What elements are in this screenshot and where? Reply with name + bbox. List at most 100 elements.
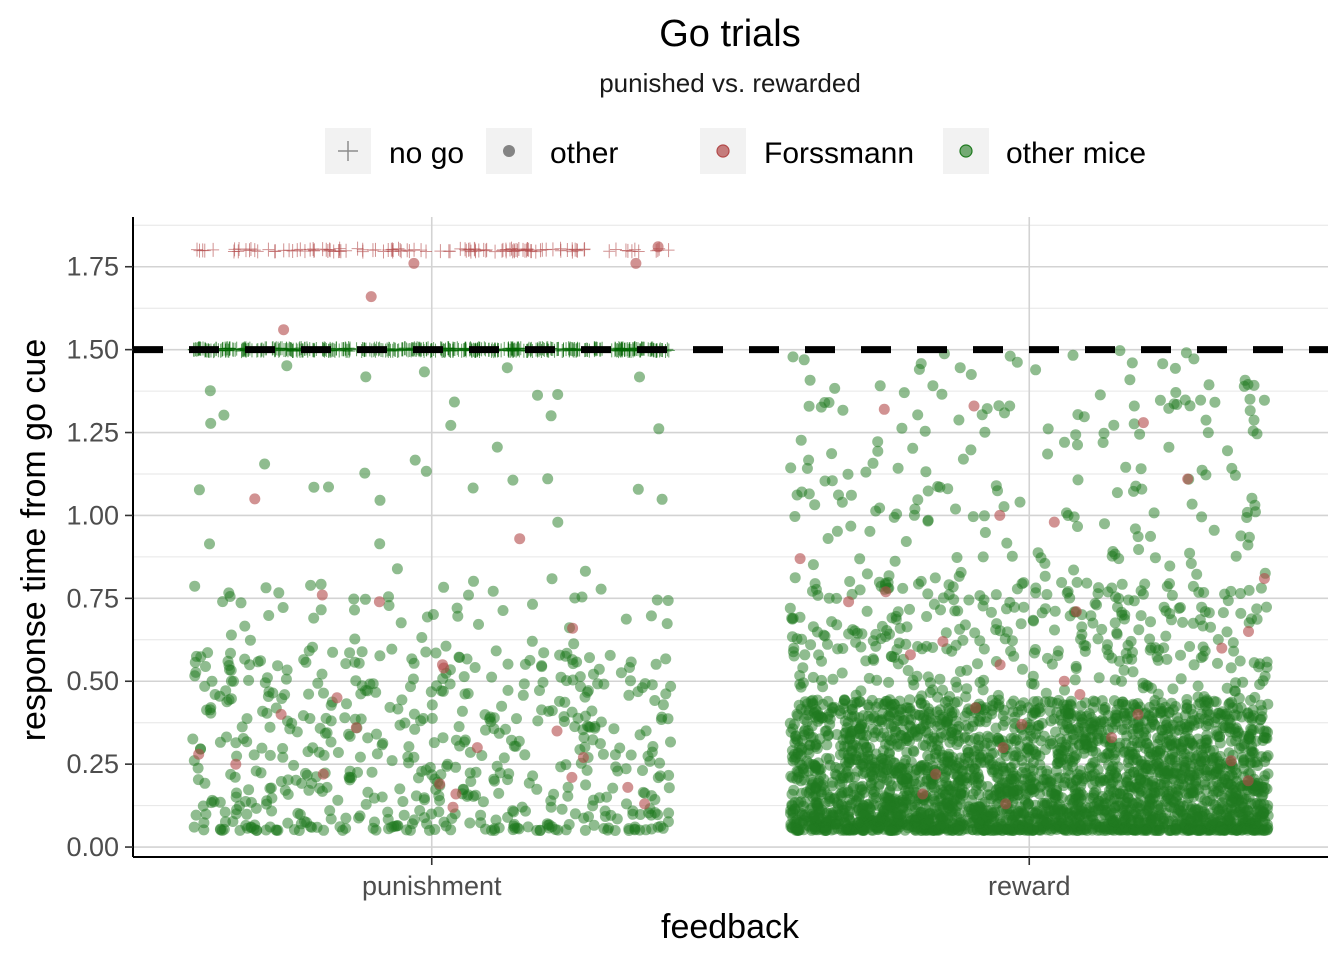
other-mice-point: [816, 712, 828, 724]
other-mice-point: [343, 771, 355, 783]
other-mice-point: [861, 799, 873, 811]
other-mice-point: [859, 766, 871, 778]
other-mice-point: [569, 721, 581, 733]
other-mice-point: [625, 675, 636, 687]
other-mice-point: [199, 680, 211, 692]
other-mice-point: [409, 723, 421, 735]
other-mice-point: [662, 816, 674, 828]
other-mice-point: [850, 636, 862, 648]
other-mice-point: [654, 770, 666, 782]
other-mice-point: [1110, 816, 1122, 828]
other-mice-point: [588, 819, 600, 831]
other-mice-point: [280, 673, 292, 685]
other-mice-point: [239, 653, 251, 665]
other-mice-point: [527, 598, 538, 610]
other-mice-point: [1123, 594, 1134, 606]
no-go-point: [616, 342, 629, 357]
other-mice-point: [494, 767, 506, 779]
other-mice-point: [1131, 754, 1143, 766]
other-mice-swatch-icon: [959, 144, 973, 158]
other-mice-point: [820, 821, 831, 833]
other-mice-point: [277, 751, 289, 763]
x-axis-title: feedback: [661, 908, 800, 946]
no-go-point: [534, 243, 547, 258]
other-mice-point: [646, 679, 658, 691]
other-mice-point: [812, 800, 824, 812]
other-mice-point: [424, 824, 435, 836]
no-go-point: [408, 242, 421, 257]
other-mice-point: [501, 362, 513, 374]
other-mice-point: [1166, 589, 1178, 601]
other-mice-point: [916, 690, 928, 702]
other-mice-point: [953, 414, 965, 426]
other-mice-point: [928, 794, 940, 805]
other-mice-point: [1184, 735, 1196, 747]
other-mice-point: [794, 741, 806, 753]
other-mice-point: [1124, 374, 1136, 386]
other-mice-point: [1235, 588, 1246, 599]
other-mice-point: [1188, 353, 1200, 365]
other-mice-point: [518, 678, 530, 690]
other-mice-point: [558, 711, 570, 723]
no-go-point: [278, 343, 290, 358]
other-mice-point: [1169, 362, 1181, 374]
other-mice-point: [978, 510, 990, 522]
other-mice-point: [1044, 781, 1056, 793]
other-mice-point: [803, 400, 815, 412]
other-mice-point: [1109, 674, 1121, 686]
other-mice-point: [1221, 626, 1233, 638]
other-mice-point: [992, 782, 1004, 794]
other-mice-point: [997, 710, 1009, 722]
other-mice-point: [272, 660, 284, 672]
other-mice-point: [821, 725, 832, 737]
other-mice-point: [489, 825, 501, 836]
other-mice-point: [1222, 778, 1234, 789]
other-mice-point: [1243, 531, 1255, 543]
no-go-point: [472, 243, 485, 258]
other-mice-point: [1254, 714, 1266, 726]
other-mice-point: [1163, 402, 1175, 414]
other-mice-point: [1140, 679, 1152, 691]
other-mice-point: [1245, 728, 1257, 740]
forssmann-point: [997, 742, 1009, 754]
other-mice-point: [649, 794, 661, 805]
other-mice-point: [479, 709, 491, 721]
other-mice-point: [855, 721, 867, 733]
other-mice-point: [502, 684, 514, 696]
other-mice-point: [1145, 721, 1156, 733]
other-mice-point: [1196, 464, 1208, 476]
other-mice-point: [999, 407, 1010, 419]
other-mice-point: [1183, 783, 1195, 795]
no-go-point: [198, 243, 211, 258]
other-mice-point: [1229, 469, 1241, 481]
other-mice-point: [974, 801, 986, 813]
other-mice-point: [872, 445, 884, 457]
other-mice-point: [915, 723, 927, 735]
other-mice-point: [819, 475, 831, 487]
no-go-point: [395, 342, 408, 357]
other-mice-point: [444, 678, 456, 690]
other-mice-point: [912, 494, 924, 506]
other-mice-point: [797, 677, 809, 689]
other-mice-point: [885, 824, 897, 836]
other-mice-point: [858, 710, 869, 722]
other-mice-point: [1211, 776, 1223, 788]
other-mice-point: [663, 782, 675, 794]
other-mice-point: [1016, 578, 1028, 590]
legend-label-no-go: no go: [389, 137, 464, 170]
other-mice-point: [932, 740, 944, 752]
no-go-point: [632, 244, 645, 259]
other-mice-point: [1065, 777, 1076, 789]
forssmann-point: [1242, 775, 1254, 787]
other-mice-point: [973, 773, 985, 785]
other-mice-point: [578, 732, 590, 743]
other-mice-point: [1181, 721, 1193, 733]
other-mice-point: [1208, 752, 1220, 764]
other-mice-point: [1149, 695, 1161, 706]
other-mice-point: [1062, 745, 1074, 757]
other-mice-point: [1109, 793, 1121, 805]
no-go-point: [603, 244, 616, 259]
other-mice-point: [1207, 814, 1219, 826]
other-mice-point: [1128, 418, 1140, 430]
other-mice-point: [848, 780, 860, 792]
